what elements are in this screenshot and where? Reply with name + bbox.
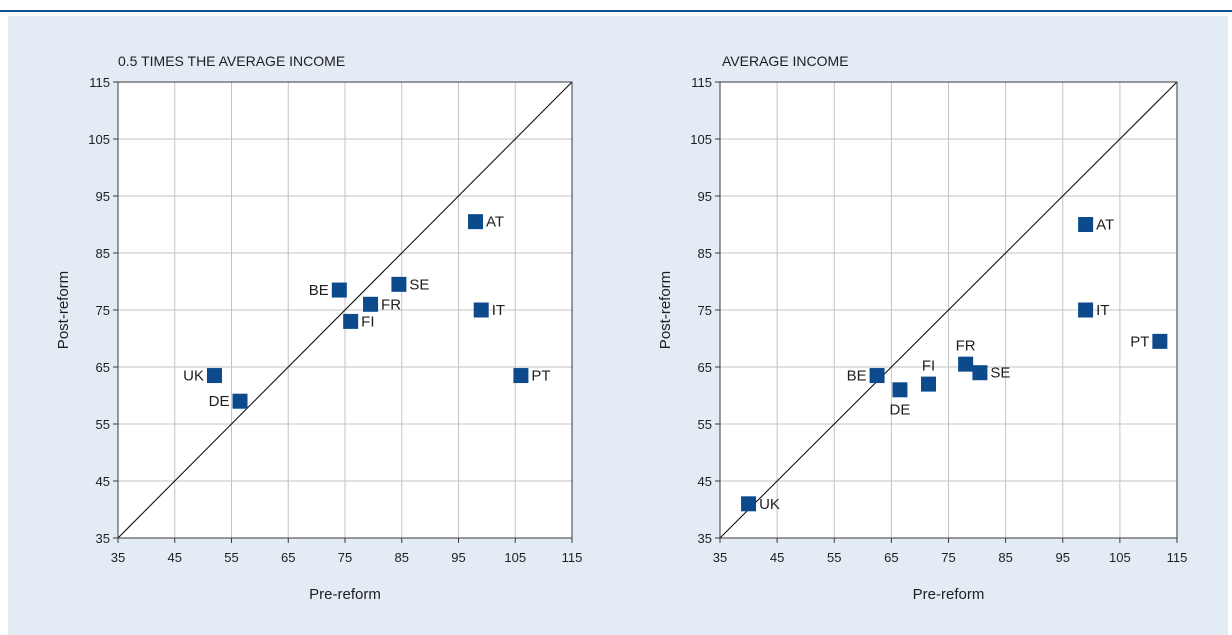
point-label-de: DE: [890, 401, 911, 418]
reference-diagonal-line: [719, 81, 1178, 539]
point-marker-it: [473, 302, 489, 318]
x-axis-label: Pre-reform: [309, 586, 381, 603]
point-marker-be: [331, 282, 347, 298]
point-label-pt: PT: [1130, 333, 1149, 350]
point-label-fr: FR: [381, 296, 401, 313]
point-label-be: BE: [309, 282, 329, 299]
point-marker-uk: [206, 368, 222, 384]
point-label-se: SE: [409, 276, 429, 293]
point-label-fi: FI: [922, 358, 935, 375]
x-tick-label: 95: [451, 550, 465, 565]
point-marker-pt: [1152, 333, 1168, 349]
reference-diagonal-line: [117, 81, 573, 539]
y-tick-label: 85: [96, 246, 110, 261]
x-tick-label: 45: [168, 550, 182, 565]
x-tick-label: 85: [395, 550, 409, 565]
x-tick-label: 95: [1056, 550, 1070, 565]
point-label-fr: FR: [956, 338, 976, 355]
x-tick-label: 75: [941, 550, 955, 565]
y-axis-label: Post-reform: [657, 271, 674, 349]
point-label-uk: UK: [183, 368, 204, 385]
point-marker-it: [1078, 302, 1094, 318]
y-tick-label: 45: [698, 474, 712, 489]
point-marker-fi: [921, 376, 937, 392]
y-tick-label: 75: [96, 303, 110, 318]
x-tick-label: 35: [713, 550, 727, 565]
x-tick-label: 65: [884, 550, 898, 565]
point-label-de: DE: [209, 393, 230, 410]
point-marker-fr: [958, 356, 974, 372]
point-marker-fi: [343, 313, 359, 329]
y-tick-label: 55: [698, 417, 712, 432]
x-tick-label: 35: [111, 550, 125, 565]
y-tick-label: 35: [698, 531, 712, 546]
x-tick-label: 45: [770, 550, 784, 565]
y-tick-label: 65: [96, 360, 110, 375]
point-label-it: IT: [1096, 302, 1109, 319]
x-axis-label: Pre-reform: [913, 586, 985, 603]
y-tick-label: 105: [690, 132, 712, 147]
x-tick-label: 75: [338, 550, 352, 565]
point-marker-se: [972, 365, 988, 381]
chart-title: AVERAGE INCOME: [722, 53, 849, 69]
point-label-at: AT: [486, 214, 504, 231]
x-tick-label: 115: [1167, 550, 1188, 565]
y-tick-label: 115: [89, 75, 110, 90]
point-marker-at: [1078, 217, 1094, 232]
y-axis-label: Post-reform: [55, 271, 72, 349]
point-label-uk: UK: [759, 496, 780, 513]
x-tick-label: 55: [827, 550, 841, 565]
point-marker-de: [892, 382, 908, 398]
point-label-at: AT: [1096, 217, 1114, 234]
point-marker-se: [391, 276, 407, 292]
point-label-fi: FI: [361, 313, 374, 330]
y-tick-label: 65: [698, 360, 712, 375]
point-label-it: IT: [492, 302, 505, 319]
x-tick-label: 55: [224, 550, 238, 565]
y-tick-label: 95: [698, 189, 712, 204]
x-tick-label: 105: [504, 550, 526, 565]
x-tick-label: 105: [1109, 550, 1131, 565]
y-tick-label: 55: [96, 417, 110, 432]
x-tick-label: 65: [281, 550, 295, 565]
point-label-se: SE: [990, 365, 1010, 382]
x-tick-label: 85: [998, 550, 1012, 565]
chart-title: 0.5 TIMES THE AVERAGE INCOME: [118, 53, 345, 69]
y-tick-label: 95: [96, 189, 110, 204]
point-marker-uk: [741, 496, 757, 512]
y-tick-label: 45: [96, 474, 110, 489]
point-marker-fr: [363, 296, 379, 312]
point-label-be: BE: [847, 368, 867, 385]
point-marker-de: [232, 393, 248, 409]
y-tick-label: 105: [88, 132, 110, 147]
x-tick-label: 115: [562, 550, 583, 565]
y-tick-label: 115: [691, 75, 712, 90]
y-tick-label: 85: [698, 246, 712, 261]
top-rule: [0, 10, 1232, 12]
point-marker-at: [468, 214, 484, 230]
point-marker-be: [869, 368, 885, 384]
point-label-pt: PT: [531, 368, 550, 385]
y-tick-label: 75: [698, 303, 712, 318]
point-marker-pt: [513, 368, 529, 384]
y-tick-label: 35: [96, 531, 110, 546]
